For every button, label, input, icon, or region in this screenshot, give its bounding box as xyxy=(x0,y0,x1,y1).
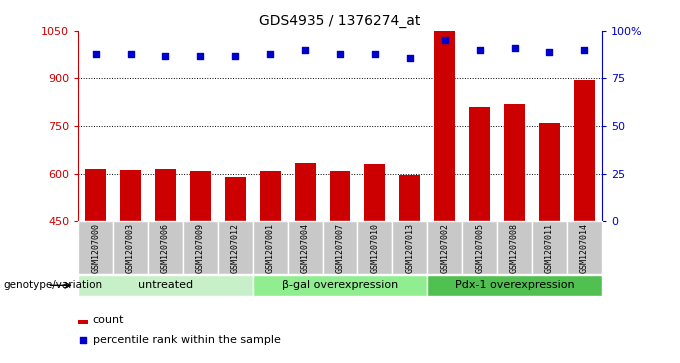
Point xyxy=(195,53,206,58)
Point xyxy=(439,37,450,43)
Bar xyxy=(330,171,350,221)
Bar xyxy=(392,221,427,274)
Bar xyxy=(190,171,211,221)
Point xyxy=(335,51,345,57)
Text: GSM1207009: GSM1207009 xyxy=(196,223,205,273)
Bar xyxy=(574,80,595,221)
Bar xyxy=(113,221,148,274)
Text: GSM1207007: GSM1207007 xyxy=(335,223,345,273)
Point xyxy=(300,47,311,53)
Point xyxy=(579,47,590,53)
Bar xyxy=(148,221,183,274)
Point xyxy=(369,51,380,57)
Point xyxy=(474,47,485,53)
Point xyxy=(509,45,520,51)
Bar xyxy=(288,221,322,274)
Point xyxy=(405,54,415,60)
Bar xyxy=(322,221,358,274)
Bar xyxy=(532,221,567,274)
Bar xyxy=(469,107,490,221)
Bar xyxy=(358,221,392,274)
Text: untreated: untreated xyxy=(138,280,193,290)
Bar xyxy=(85,169,106,221)
Text: GSM1207011: GSM1207011 xyxy=(545,223,554,273)
Bar xyxy=(435,32,455,221)
Text: GSM1207003: GSM1207003 xyxy=(126,223,135,273)
Bar xyxy=(399,175,420,221)
Bar xyxy=(218,221,253,274)
Point xyxy=(90,51,101,57)
Title: GDS4935 / 1376274_at: GDS4935 / 1376274_at xyxy=(259,15,421,28)
Bar xyxy=(427,275,602,296)
Text: GSM1207012: GSM1207012 xyxy=(231,223,240,273)
Point xyxy=(377,219,388,224)
Bar xyxy=(78,221,113,274)
Bar xyxy=(504,104,525,221)
Text: β-gal overexpression: β-gal overexpression xyxy=(282,280,398,290)
Bar xyxy=(155,169,176,221)
Text: GSM1207002: GSM1207002 xyxy=(440,223,449,273)
Text: percentile rank within the sample: percentile rank within the sample xyxy=(93,335,281,345)
Point xyxy=(265,51,275,57)
Text: GSM1207000: GSM1207000 xyxy=(91,223,100,273)
Bar xyxy=(183,221,218,274)
Point xyxy=(125,51,136,57)
Bar xyxy=(78,275,253,296)
Bar xyxy=(260,171,281,221)
Bar xyxy=(497,221,532,274)
Point xyxy=(544,49,555,55)
Text: Pdx-1 overexpression: Pdx-1 overexpression xyxy=(455,280,575,290)
Point xyxy=(230,53,241,58)
Bar xyxy=(567,221,602,274)
Text: GSM1207013: GSM1207013 xyxy=(405,223,414,273)
Text: GSM1207010: GSM1207010 xyxy=(371,223,379,273)
Bar xyxy=(294,163,316,221)
Bar xyxy=(78,320,88,324)
Text: GSM1207008: GSM1207008 xyxy=(510,223,519,273)
Point xyxy=(160,53,171,58)
Text: GSM1207006: GSM1207006 xyxy=(161,223,170,273)
Bar xyxy=(120,170,141,221)
Text: GSM1207001: GSM1207001 xyxy=(266,223,275,273)
Text: GSM1207004: GSM1207004 xyxy=(301,223,309,273)
Bar xyxy=(253,275,427,296)
Text: genotype/variation: genotype/variation xyxy=(3,280,103,290)
Bar xyxy=(427,221,462,274)
Text: count: count xyxy=(93,315,124,326)
Bar xyxy=(539,123,560,221)
Bar xyxy=(364,164,386,221)
Bar xyxy=(462,221,497,274)
Bar xyxy=(225,177,245,221)
Bar xyxy=(253,221,288,274)
Text: GSM1207005: GSM1207005 xyxy=(475,223,484,273)
Text: GSM1207014: GSM1207014 xyxy=(580,223,589,273)
